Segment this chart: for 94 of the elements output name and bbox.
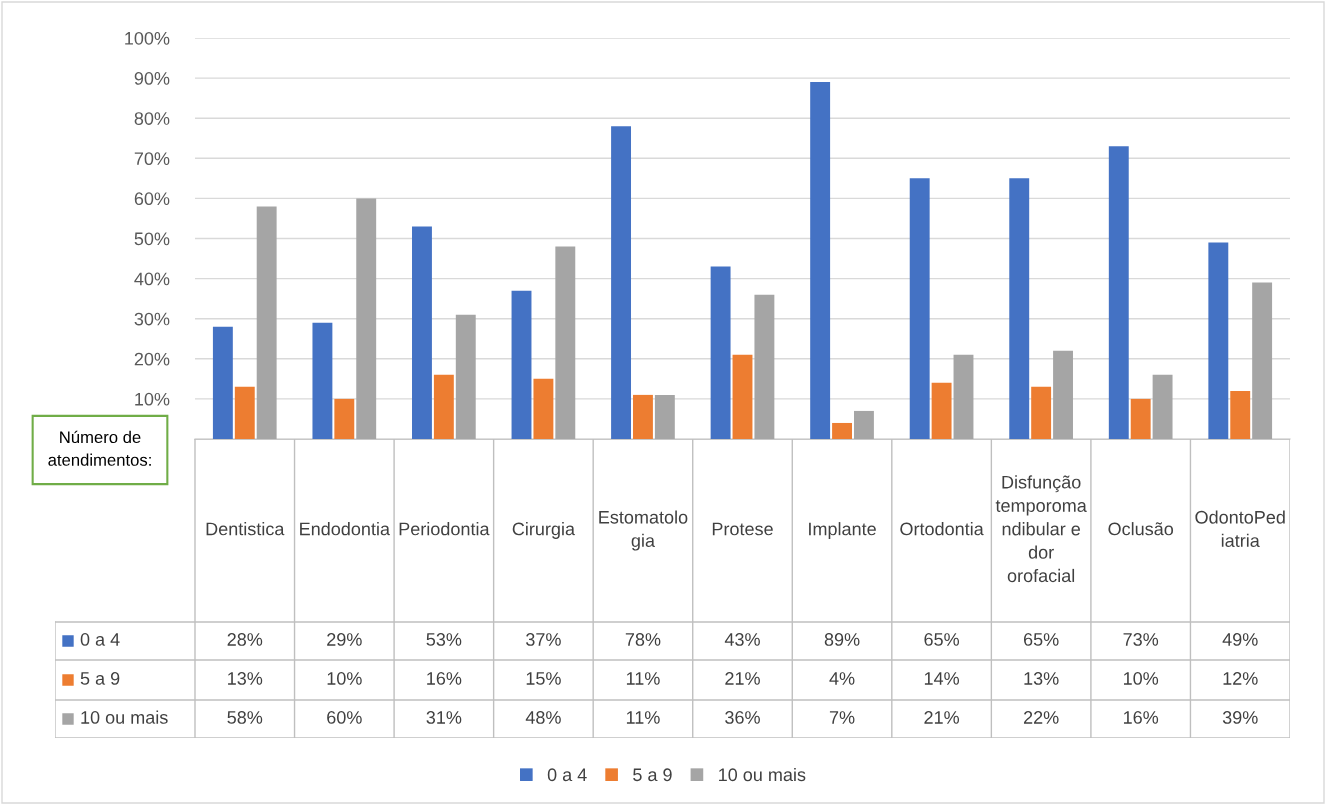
- data-label: 4%: [829, 672, 855, 685]
- bar: [810, 82, 831, 439]
- y-tick-label: 20%: [134, 352, 170, 366]
- data-label: 21%: [725, 672, 760, 685]
- bar: [1152, 374, 1173, 439]
- data-label: 31%: [426, 711, 462, 724]
- y-tick-label: 50%: [134, 232, 170, 246]
- y-tick-label: 70%: [134, 152, 170, 166]
- text: 10 ou mais: [719, 767, 806, 782]
- y-tick-label: 100%: [125, 31, 170, 45]
- bar: [511, 290, 532, 439]
- bar: [1130, 398, 1151, 439]
- bar: [256, 206, 277, 439]
- data-label: 53%: [426, 633, 462, 646]
- bar: [356, 198, 377, 439]
- x-tick-label: Ortodontia: [900, 522, 984, 536]
- x-tick-label: Protese: [712, 522, 773, 536]
- bar: [732, 354, 753, 439]
- data-label: 7%: [829, 711, 855, 724]
- bar: [931, 382, 952, 439]
- data-label: 78%: [625, 633, 661, 646]
- text: 5 a 9: [633, 768, 672, 782]
- legend-label: 0 a 4: [80, 633, 120, 646]
- data-label: 11%: [626, 672, 660, 685]
- data-label: 37%: [526, 633, 561, 646]
- bar: [312, 322, 333, 439]
- data-label: 22%: [1023, 711, 1059, 724]
- x-tick-label: Oclusão: [1108, 522, 1174, 536]
- y-tick-label: 60%: [134, 192, 170, 206]
- data-label: 11%: [626, 711, 660, 724]
- data-label: 13%: [1024, 672, 1059, 685]
- data-label: 28%: [227, 633, 263, 646]
- data-label: 39%: [1222, 711, 1258, 724]
- bar: [1053, 350, 1073, 439]
- data-label: 48%: [525, 711, 561, 724]
- text: 0 a 4: [547, 768, 587, 782]
- data-label: 58%: [227, 711, 263, 724]
- bar: [212, 326, 233, 439]
- data-label: 65%: [924, 633, 960, 646]
- bar: [1230, 390, 1251, 439]
- bar: [611, 126, 632, 439]
- y-tick-label: 40%: [134, 272, 170, 286]
- x-tick-label: Cirurgia: [512, 522, 576, 539]
- bar: [533, 378, 554, 439]
- bar: [334, 398, 355, 439]
- bar: [433, 374, 454, 439]
- data-label: 13%: [228, 672, 263, 685]
- bar: [1208, 242, 1229, 439]
- x-tick-label: Estomatologia: [599, 510, 688, 551]
- data-label: 36%: [725, 711, 760, 724]
- bar: [1252, 282, 1273, 439]
- bar: [1009, 178, 1030, 439]
- legend-label: 5 a 9: [80, 672, 120, 685]
- data-label: 12%: [1223, 672, 1258, 685]
- bar: [953, 354, 974, 439]
- data-label: 29%: [327, 633, 362, 646]
- data-label: 60%: [327, 711, 362, 724]
- bar: [710, 266, 731, 439]
- x-tick-label: Periodontia: [399, 522, 490, 536]
- bar: [633, 394, 653, 439]
- y-tick-label: 90%: [134, 72, 170, 85]
- bar: [1031, 386, 1052, 439]
- data-label: 15%: [526, 672, 561, 685]
- data-label: 21%: [924, 711, 960, 724]
- bar: [555, 246, 576, 439]
- y-tick-label: 30%: [134, 312, 170, 326]
- data-label: 16%: [427, 672, 462, 685]
- data-label: 43%: [724, 633, 760, 646]
- legend-label: 10 ou mais: [81, 710, 168, 724]
- data-label: 49%: [1222, 633, 1258, 646]
- data-label: 16%: [1123, 711, 1159, 724]
- data-label: 10%: [327, 672, 362, 685]
- y-tick-label: 10%: [135, 392, 170, 406]
- bar: [1108, 146, 1129, 439]
- data-label: 73%: [1123, 633, 1159, 646]
- x-tick-label: Dentistica: [206, 522, 285, 536]
- x-tick-label: OdontoPediatria: [1195, 510, 1285, 548]
- text: Número de atendimentos:: [48, 430, 151, 466]
- data-label: 89%: [824, 633, 860, 646]
- bar: [909, 178, 930, 439]
- data-label: 65%: [1023, 633, 1059, 646]
- data-label: 14%: [924, 672, 960, 685]
- x-tick-label: Endodontia: [300, 522, 390, 536]
- bar: [853, 410, 874, 439]
- y-tick-label: 80%: [134, 112, 170, 125]
- bar: [654, 394, 675, 439]
- bar: [754, 294, 775, 439]
- bar: [832, 422, 852, 439]
- bar: [412, 226, 432, 439]
- data-label: 10%: [1123, 672, 1159, 685]
- x-tick-label: Disfunção temporomandibular e dor orofacial: [995, 475, 1087, 583]
- bar: [455, 314, 476, 439]
- bar: [234, 386, 255, 439]
- x-tick-label: Implante: [809, 522, 876, 539]
